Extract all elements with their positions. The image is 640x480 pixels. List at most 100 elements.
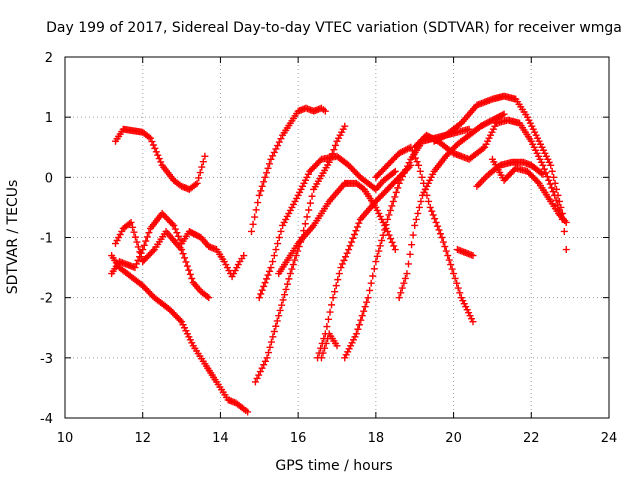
data-point xyxy=(282,285,290,293)
data-point xyxy=(270,328,278,336)
data-point xyxy=(447,261,455,269)
data-point xyxy=(444,252,452,260)
data-point xyxy=(171,225,179,233)
series-arc-11 xyxy=(341,125,473,362)
data-point xyxy=(373,252,381,260)
data-point xyxy=(203,292,211,300)
data-point xyxy=(132,260,140,268)
data-point xyxy=(188,274,196,282)
data-point xyxy=(548,167,556,175)
data-point xyxy=(251,378,259,386)
data-point xyxy=(306,199,314,207)
data-point xyxy=(403,270,411,278)
series-arc-15 xyxy=(430,92,570,254)
data-point xyxy=(428,207,436,215)
data-point xyxy=(248,227,256,235)
data-point xyxy=(416,167,424,175)
data-point xyxy=(481,174,489,182)
series-arc-17 xyxy=(488,155,570,226)
data-point xyxy=(415,161,423,169)
data-point xyxy=(546,180,554,188)
data-point xyxy=(412,215,420,223)
data-point xyxy=(272,322,280,330)
data-point xyxy=(170,221,178,229)
data-point xyxy=(434,222,442,230)
data-point xyxy=(323,323,331,331)
data-point xyxy=(305,206,313,214)
data-point xyxy=(453,279,461,287)
data-point xyxy=(192,181,200,189)
series-arc-5 xyxy=(248,104,329,235)
data-point xyxy=(385,231,393,239)
series-arc-14 xyxy=(411,116,566,223)
data-point xyxy=(562,246,570,254)
data-point xyxy=(288,265,296,273)
data-point xyxy=(276,306,284,314)
data-point xyxy=(442,247,450,255)
data-point xyxy=(255,371,263,379)
data-point xyxy=(257,187,265,195)
data-point xyxy=(126,220,134,228)
data-point xyxy=(539,170,547,178)
x-tick-label: 12 xyxy=(134,431,151,446)
data-point xyxy=(176,236,184,244)
data-point xyxy=(321,107,329,115)
data-point xyxy=(346,242,354,250)
series-arc-13 xyxy=(395,110,508,302)
x-tick-label: 18 xyxy=(368,431,385,446)
data-point xyxy=(560,227,568,235)
series-arc-18 xyxy=(453,246,477,260)
data-point xyxy=(426,203,434,211)
series-arc-2 xyxy=(108,252,252,416)
data-point xyxy=(355,321,363,329)
x-tick-label: 20 xyxy=(445,431,462,446)
data-point xyxy=(269,152,277,160)
data-point xyxy=(260,282,268,290)
data-point xyxy=(286,270,294,278)
data-point xyxy=(251,213,259,221)
y-axis-label: SDTVAR / TECUs xyxy=(5,180,21,295)
data-point xyxy=(179,250,187,258)
data-point xyxy=(429,211,437,219)
chart-title: Day 199 of 2017, Sidereal Day-to-day VTE… xyxy=(46,20,622,36)
data-point xyxy=(441,243,449,251)
data-point xyxy=(378,237,386,245)
data-point xyxy=(391,193,399,201)
data-point xyxy=(454,284,462,292)
x-axis: 10 12 14 16 18 20 22 24 xyxy=(57,57,617,446)
data-point xyxy=(145,133,153,141)
data-point xyxy=(264,271,272,279)
data-point xyxy=(562,218,570,226)
data-point xyxy=(328,301,336,309)
data-point xyxy=(277,135,285,143)
data-point xyxy=(279,296,287,304)
data-point xyxy=(475,181,483,189)
series-arc-16 xyxy=(473,158,547,190)
data-point xyxy=(337,264,345,272)
data-point xyxy=(256,368,264,376)
data-point xyxy=(469,318,477,326)
data-point xyxy=(408,147,416,155)
data-point xyxy=(547,161,555,169)
data-point xyxy=(410,150,418,158)
data-point xyxy=(249,220,257,228)
data-point xyxy=(438,234,446,241)
y-tick-label: -3 xyxy=(40,352,53,367)
data-point xyxy=(143,233,151,241)
data-point xyxy=(345,246,353,254)
data-point xyxy=(133,238,141,246)
data-point xyxy=(253,374,261,382)
data-point xyxy=(406,250,414,258)
data-point xyxy=(140,241,148,249)
data-point xyxy=(340,256,348,264)
data-point xyxy=(545,176,553,184)
data-point xyxy=(400,279,408,287)
data-point xyxy=(261,357,269,365)
data-point xyxy=(267,155,275,163)
data-point xyxy=(278,301,286,309)
data-point xyxy=(350,230,358,238)
data-point xyxy=(270,252,278,260)
data-point xyxy=(392,188,400,196)
data-point xyxy=(540,165,548,173)
data-point xyxy=(364,294,372,302)
